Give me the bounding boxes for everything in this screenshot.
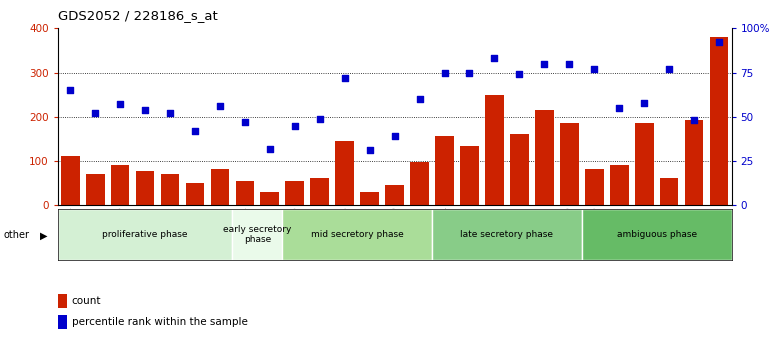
Bar <box>485 95 504 205</box>
Bar <box>161 175 179 205</box>
Bar <box>634 124 654 205</box>
Point <box>388 133 400 139</box>
Point <box>214 103 226 109</box>
Point <box>688 118 700 123</box>
Point <box>313 116 326 121</box>
Bar <box>385 185 404 205</box>
Point <box>613 105 625 111</box>
Point <box>663 66 675 72</box>
Text: count: count <box>72 296 101 306</box>
Bar <box>210 169 229 205</box>
Point <box>563 61 575 67</box>
Bar <box>310 178 329 205</box>
Bar <box>582 209 732 260</box>
Bar <box>186 183 204 205</box>
Text: late secretory phase: late secretory phase <box>460 230 554 239</box>
Point <box>114 102 126 107</box>
Bar <box>236 181 254 205</box>
Point <box>139 107 151 113</box>
Point <box>189 128 201 134</box>
Bar <box>710 37 728 205</box>
Bar <box>610 165 628 205</box>
Text: proliferative phase: proliferative phase <box>102 230 188 239</box>
Point <box>538 61 551 67</box>
Point <box>89 110 102 116</box>
Point <box>638 100 651 105</box>
Bar <box>685 120 704 205</box>
Bar <box>585 169 604 205</box>
Point <box>413 96 426 102</box>
Bar <box>286 181 304 205</box>
Text: ▶: ▶ <box>40 230 48 240</box>
Bar <box>58 209 233 260</box>
Point <box>488 56 500 61</box>
Text: mid secretory phase: mid secretory phase <box>311 230 403 239</box>
Bar <box>360 192 379 205</box>
Text: ambiguous phase: ambiguous phase <box>617 230 697 239</box>
Bar <box>460 145 479 205</box>
Text: GDS2052 / 228186_s_at: GDS2052 / 228186_s_at <box>58 9 217 22</box>
Point <box>713 40 725 45</box>
Bar <box>435 136 454 205</box>
Bar <box>61 156 79 205</box>
Point <box>64 87 76 93</box>
Bar <box>432 209 582 260</box>
Bar <box>283 209 432 260</box>
Text: early secretory
phase: early secretory phase <box>223 225 292 244</box>
Bar <box>233 209 283 260</box>
Bar <box>560 124 579 205</box>
Text: other: other <box>4 230 30 240</box>
Point <box>164 110 176 116</box>
Point <box>263 146 276 152</box>
Bar <box>111 166 129 205</box>
Bar <box>510 133 529 205</box>
Point <box>438 70 450 75</box>
Point <box>339 75 351 81</box>
Bar <box>660 178 678 205</box>
Point <box>363 148 376 153</box>
Point <box>289 123 301 129</box>
Point <box>464 70 476 75</box>
Text: percentile rank within the sample: percentile rank within the sample <box>72 317 247 327</box>
Bar <box>336 141 354 205</box>
Bar <box>260 192 280 205</box>
Point <box>239 119 251 125</box>
Point <box>588 66 601 72</box>
Bar <box>85 175 105 205</box>
Bar <box>410 162 429 205</box>
Point <box>514 72 526 77</box>
Bar <box>136 171 155 205</box>
Bar <box>535 110 554 205</box>
